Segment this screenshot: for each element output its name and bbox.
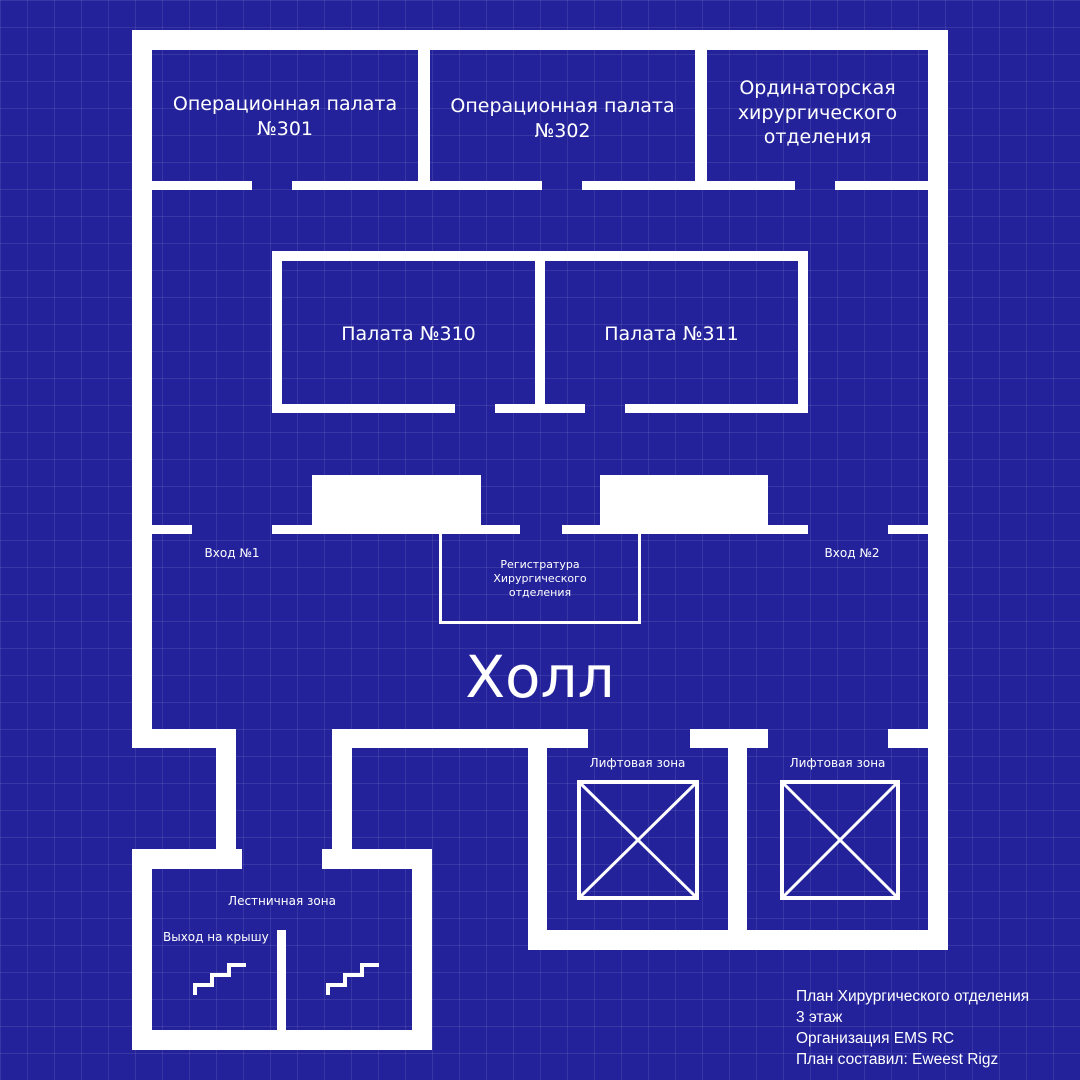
outer-wall-top [132, 30, 948, 50]
reception-desk-right [638, 534, 641, 624]
stairs-icon-right [326, 963, 379, 995]
stair-right-wall [412, 849, 432, 1050]
ward-bottom-3 [625, 404, 808, 413]
stairs-icon-left [193, 963, 246, 995]
plan-legend: План Хирургического отделения 3 этаж Орг… [796, 986, 1029, 1070]
ward-left-wall [272, 251, 282, 413]
stair-top-wall-left [132, 849, 242, 869]
roof-exit-label: Выход на крышу [163, 930, 269, 944]
corridor-right-wall [332, 729, 352, 869]
entrance-2-label: Вход №2 [824, 546, 880, 560]
stair-top-wall-right [322, 849, 432, 869]
wall-rooms-bottom-2 [292, 181, 542, 190]
room-label-ward310: Палата №310 [341, 323, 476, 345]
ward-bottom-1 [272, 404, 455, 413]
stair-left-wall [132, 849, 152, 1050]
divider-wall-2 [272, 525, 520, 534]
elevator-zone-right-label: Лифтовая зона [789, 756, 886, 770]
elevator-zone-left-label: Лифтовая зона [589, 756, 686, 770]
ward-divider [535, 251, 545, 413]
elevator-top-wall-3 [888, 729, 948, 748]
room-label-staff: Ординаторская хирургического отделения [737, 77, 898, 149]
ward-bottom-2 [495, 404, 585, 413]
reception-label: Регистратура Хирургического отделения [493, 558, 587, 599]
partition-302-staff [695, 50, 707, 190]
divider-wall-4 [888, 525, 928, 534]
legend-author: План составил: Eweest Rigz [796, 1051, 999, 1068]
counter-right [600, 475, 768, 530]
legend-organization: Организация EMS RC [796, 1030, 955, 1047]
legend-title: План Хирургического отделения [796, 988, 1030, 1005]
reception-desk-bottom [439, 621, 641, 624]
divider-wall-3 [562, 525, 808, 534]
elevator-divider-wall [728, 729, 747, 950]
outer-wall-right [928, 30, 948, 950]
elevator-left-wall [528, 729, 547, 950]
stair-divider [277, 930, 286, 1030]
partition-301-302 [418, 50, 430, 190]
hall-label: Холл [465, 643, 615, 711]
stair-zone-label: Лестничная зона [228, 894, 336, 908]
ward-right-wall [798, 251, 808, 413]
corridor-left-wall [216, 729, 236, 869]
wall-hall-bottom-mid [332, 729, 588, 748]
room-label-op302: Операционная палата №302 [450, 95, 675, 142]
reception-desk-left [439, 534, 442, 624]
room-label-ward311: Палата №311 [604, 323, 739, 345]
legend-floor: 3 этаж [796, 1009, 843, 1026]
wall-rooms-bottom-4 [835, 181, 928, 190]
room-label-op301: Операционная палата №301 [172, 93, 398, 140]
elevator-shaft-left [577, 780, 699, 900]
wall-rooms-bottom-1 [152, 181, 252, 190]
stair-bottom-wall [132, 1030, 432, 1050]
wall-hall-bottom-left [132, 729, 236, 748]
elevator-shaft-right [780, 780, 900, 900]
elevator-bottom-wall [528, 930, 948, 950]
wall-rooms-bottom-3 [582, 181, 795, 190]
entrance-1-label: Вход №1 [204, 546, 260, 560]
outer-wall-left [132, 30, 152, 748]
counter-left [312, 475, 481, 530]
divider-wall-1 [152, 525, 192, 534]
